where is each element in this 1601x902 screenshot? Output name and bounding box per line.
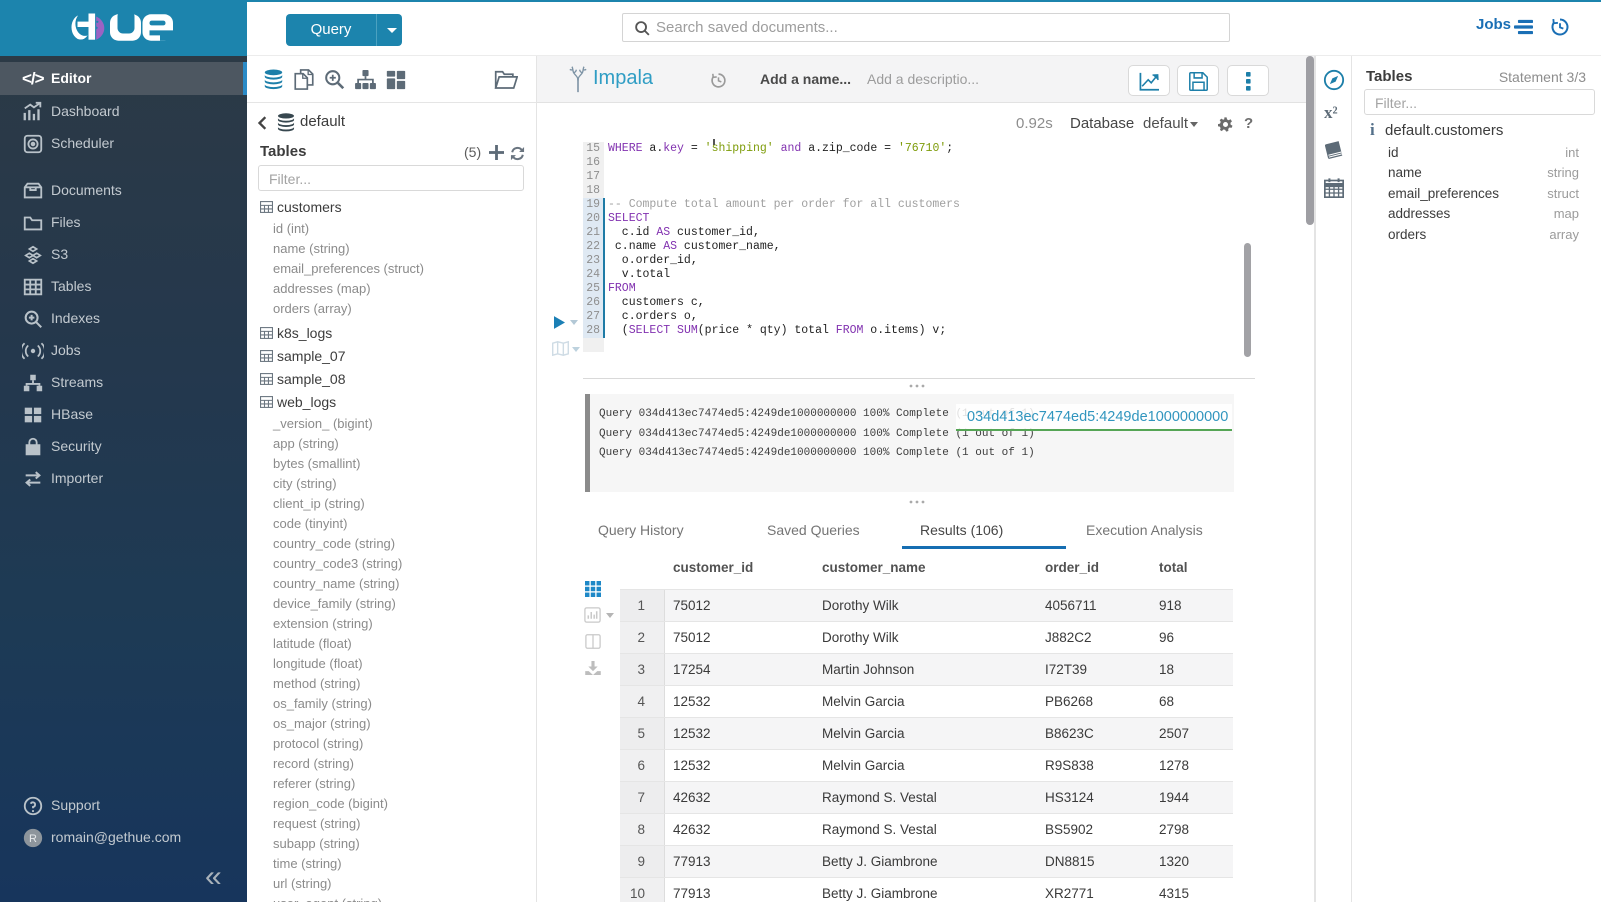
svg-text:R: R bbox=[29, 833, 37, 845]
